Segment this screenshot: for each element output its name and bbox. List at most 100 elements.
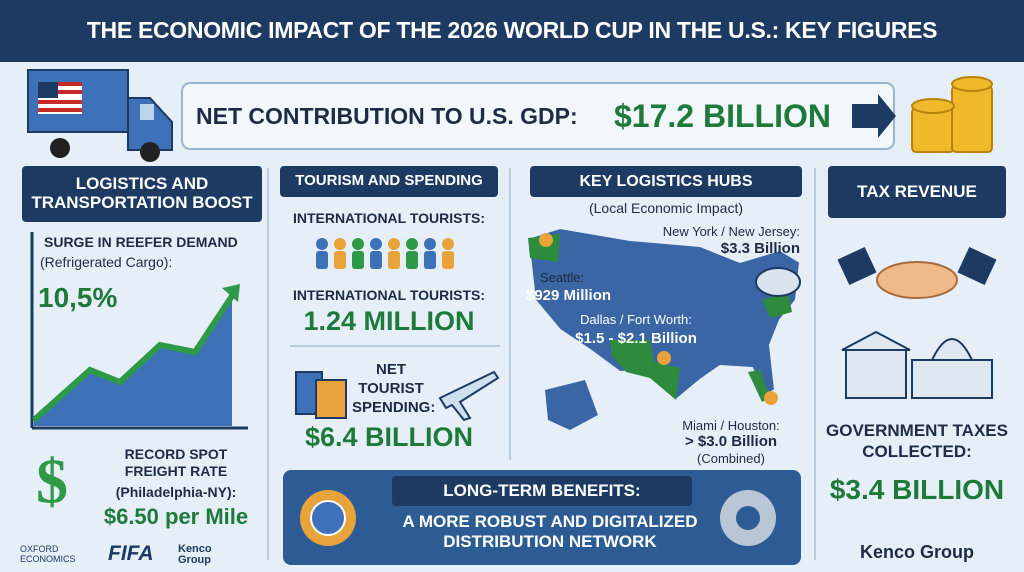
icon-part — [545, 380, 598, 430]
growth-chart-icon — [30, 232, 248, 430]
tourism-title: TOURISM AND SPENDING — [280, 166, 498, 197]
icon-part — [334, 238, 346, 250]
benefits-text: A MORE ROBUST AND DIGITALIZED DISTRIBUTI… — [402, 512, 698, 551]
icon-part — [32, 288, 239, 423]
truck-icon — [27, 69, 173, 162]
gear-icon — [300, 490, 356, 546]
icon-part — [424, 238, 436, 250]
icon-part — [34, 292, 232, 426]
hub-value: $1.5 - $2.1 Billion — [575, 330, 697, 347]
icon-part — [58, 90, 82, 94]
icon-part — [911, 98, 955, 114]
hub-name: New York / New Jersey: — [662, 224, 800, 239]
icon-part — [38, 108, 82, 112]
hub-name: Seattle: — [540, 270, 585, 285]
hub-value: $929 Million — [526, 287, 612, 304]
logo-kenco: Kenco Group — [178, 543, 212, 566]
tax-value: $3.4 BILLION — [829, 474, 1005, 505]
icon-part — [755, 267, 801, 297]
freight-note: (Philadelphia-NY): — [115, 484, 237, 500]
hub-value: > $3.0 Billion — [684, 433, 778, 450]
capitol-icon — [841, 330, 993, 399]
icon-part — [406, 238, 418, 250]
icon-part — [50, 138, 70, 158]
separators — [267, 168, 816, 560]
icon-part — [352, 238, 364, 250]
hub-name: Miami / Houston: — [682, 418, 780, 433]
bags-icon — [295, 371, 347, 419]
icon-part — [316, 238, 328, 250]
gdp-value: $17.2 BILLION — [614, 98, 831, 134]
hubs-subtitle: (Local Economic Impact) — [588, 200, 744, 216]
icon-part — [957, 246, 997, 286]
tax-label: GOVERNMENT TAXES COLLECTED: — [826, 421, 1008, 461]
icon-part — [424, 238, 436, 269]
reefer-label: SURGE IN REEFER DEMAND — [44, 234, 238, 250]
benefits-title-strip — [392, 476, 692, 506]
icon-part — [388, 251, 400, 269]
tourists-label-2: INTERNATIONAL TOURISTS: — [292, 287, 486, 303]
logistics-title: LOGISTICS AND TRANSPORTATION BOOST — [22, 166, 262, 222]
icon-part — [930, 338, 974, 361]
icon-part — [310, 500, 346, 536]
icon-part — [334, 251, 346, 269]
icon-part — [140, 142, 160, 162]
brand: Kenco Group — [859, 542, 974, 562]
benefits-title: LONG-TERM BENEFITS: — [443, 481, 641, 500]
icon-part — [442, 238, 454, 269]
plane-icon — [438, 370, 500, 422]
icon-part — [845, 349, 907, 399]
icon-part — [334, 238, 346, 269]
icon-part — [762, 292, 792, 318]
icon-part — [442, 238, 454, 250]
icon-part — [127, 97, 173, 151]
us-map — [526, 226, 802, 430]
icon-part — [610, 340, 680, 400]
tourists-value: 1.24 MILLION — [303, 306, 475, 336]
gdp-label: NET CONTRIBUTION TO U.S. GDP: — [196, 103, 578, 129]
icon-part — [837, 246, 877, 286]
icon-part — [911, 107, 955, 153]
people-icon — [316, 238, 454, 269]
icon-part — [539, 233, 553, 247]
handshake-icon — [837, 246, 997, 299]
icon-part — [315, 379, 347, 419]
hub-value: $3.3 Billion — [720, 240, 800, 257]
icon-part — [352, 238, 364, 269]
icon-part — [388, 238, 400, 269]
icon-part — [424, 251, 436, 269]
icon-part — [736, 506, 760, 530]
icon-part — [841, 330, 911, 351]
hubs-title: KEY LOGISTICS HUBS — [530, 166, 802, 197]
page-title: THE ECONOMIC IMPACT OF THE 2026 WORLD CU… — [0, 0, 1024, 62]
icon-part — [316, 251, 328, 269]
icon-part — [876, 261, 958, 299]
icon-part — [370, 238, 382, 250]
tourists-label-1: INTERNATIONAL TOURISTS: — [292, 210, 486, 226]
icon-part — [951, 85, 993, 153]
icon-part — [951, 76, 993, 92]
icon-part — [764, 391, 778, 405]
coins-icon — [911, 76, 993, 153]
icon-part — [222, 284, 240, 302]
circuit-icon — [720, 490, 776, 546]
spending-label: NET TOURIST SPENDING: — [352, 361, 436, 416]
icon-part — [38, 82, 58, 98]
icon-part — [140, 104, 154, 120]
icon-part — [911, 359, 993, 399]
icon-part — [657, 351, 671, 365]
dollar-icon: $ — [36, 446, 68, 517]
icon-part — [316, 238, 328, 269]
hub-name: Dallas / Fort Worth: — [580, 312, 692, 327]
icon-part — [442, 251, 454, 269]
logo-fifa: FIFA — [108, 542, 154, 565]
icon-part — [406, 251, 418, 269]
spending-value: $6.4 BILLION — [304, 422, 474, 452]
icon-part — [38, 82, 82, 112]
icon-part — [539, 233, 778, 405]
reefer-note: (Refrigerated Cargo): — [40, 254, 173, 270]
tax-title: TAX REVENUE — [828, 166, 1006, 218]
